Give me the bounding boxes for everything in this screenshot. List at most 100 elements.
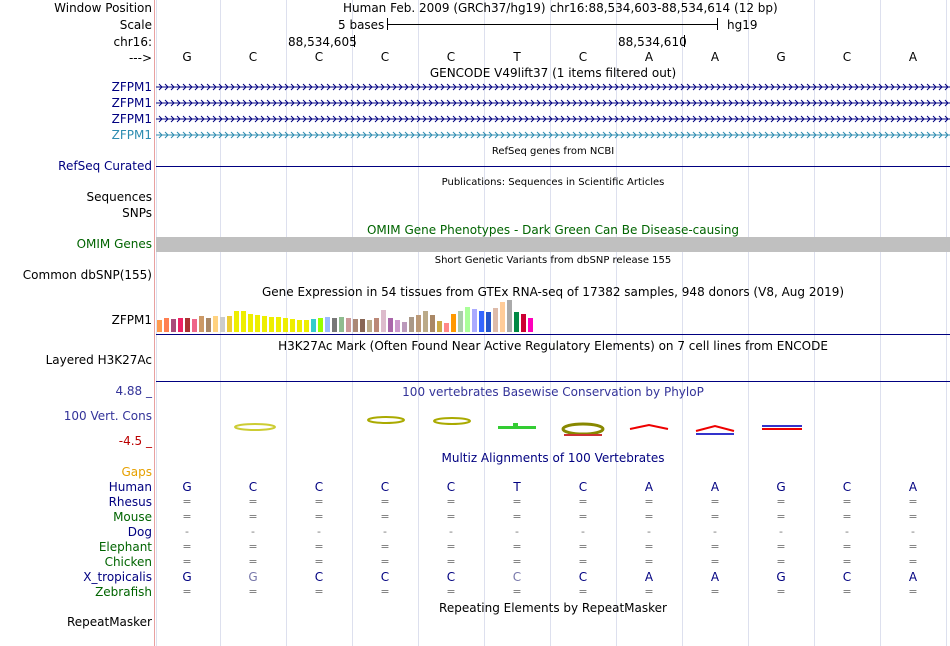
gtex-bar-8[interactable]	[213, 316, 218, 332]
gtex-bar-11[interactable]	[234, 311, 239, 332]
repeatmasker-track-label[interactable]: RepeatMasker	[66, 615, 152, 629]
multiz-species-label-elephant[interactable]: Elephant	[98, 540, 152, 554]
gtex-bar-46[interactable]	[479, 311, 484, 332]
multiz-chicken-base-2: =	[314, 555, 324, 568]
gtex-track-title[interactable]: Gene Expression in 54 tissues from GTEx …	[261, 285, 845, 299]
gtex-bar-27[interactable]	[346, 318, 351, 332]
gtex-bar-48[interactable]	[493, 308, 498, 332]
gtex-bar-10[interactable]	[227, 316, 232, 332]
gtex-bar-28[interactable]	[353, 319, 358, 332]
gtex-bar-26[interactable]	[339, 317, 344, 332]
gtex-track-label[interactable]: ZFPM1	[111, 313, 152, 327]
gtex-bar-40[interactable]	[437, 321, 442, 332]
gencode-track-label-1[interactable]: ZFPM1	[111, 80, 152, 94]
gtex-bar-52[interactable]	[521, 314, 526, 332]
gencode-track-label-2[interactable]: ZFPM1	[111, 96, 152, 110]
gtex-bar-35[interactable]	[402, 322, 407, 332]
gencode-track-label-4[interactable]: ZFPM1	[111, 128, 152, 142]
gtex-bar-30[interactable]	[367, 320, 372, 332]
multiz-species-label-zebrafish[interactable]: Zebrafish	[95, 585, 152, 599]
gtex-bar-33[interactable]	[388, 318, 393, 332]
gtex-bar-49[interactable]	[500, 302, 505, 332]
multiz-rhesus-base-1: =	[248, 495, 258, 508]
gtex-bar-37[interactable]	[416, 315, 421, 332]
gtex-bar-44[interactable]	[465, 307, 470, 332]
omim-track-label[interactable]: OMIM Genes	[76, 237, 152, 251]
gtex-bar-15[interactable]	[262, 316, 267, 332]
gtex-bar-51[interactable]	[514, 312, 519, 332]
gtex-bar-6[interactable]	[199, 316, 204, 332]
gtex-bar-1[interactable]	[164, 318, 169, 332]
multiz-track-title[interactable]: Multiz Alignments of 100 Vertebrates	[441, 451, 665, 465]
phylop-track-label[interactable]: 100 Vert. Cons	[63, 409, 152, 423]
multiz-elephant-base-1: =	[248, 540, 258, 553]
gtex-bar-4[interactable]	[185, 318, 190, 332]
gencode-track-label-3[interactable]: ZFPM1	[111, 112, 152, 126]
gtex-bar-20[interactable]	[297, 320, 302, 332]
gtex-bar-36[interactable]	[409, 317, 414, 332]
gtex-bar-41[interactable]	[444, 323, 449, 332]
publications-snps-label[interactable]: SNPs	[122, 206, 152, 220]
gtex-bar-3[interactable]	[178, 318, 183, 332]
publications-track-title[interactable]: Publications: Sequences in Scientific Ar…	[441, 177, 665, 188]
gtex-bar-42[interactable]	[451, 314, 456, 332]
refseq-track-title[interactable]: RefSeq genes from NCBI	[491, 146, 615, 157]
gencode-track-title[interactable]: GENCODE V49lift37 (1 items filtered out)	[429, 66, 677, 80]
multiz-species-label-mouse[interactable]: Mouse	[113, 510, 152, 524]
gtex-bar-47[interactable]	[486, 312, 491, 332]
gtex-bar-34[interactable]	[395, 320, 400, 332]
gtex-bar-14[interactable]	[255, 315, 260, 332]
gtex-bar-45[interactable]	[472, 309, 477, 332]
omim-feature-bar[interactable]	[156, 237, 950, 252]
multiz-species-label-chicken[interactable]: Chicken	[104, 555, 152, 569]
multiz-mouse-base-9: =	[776, 510, 786, 523]
gtex-bar-19[interactable]	[290, 319, 295, 332]
phylop-track-title[interactable]: 100 vertebrates Basewise Conservation by…	[402, 385, 704, 399]
refseq-track-label[interactable]: RefSeq Curated	[58, 159, 152, 173]
gtex-bar-12[interactable]	[241, 311, 246, 332]
gtex-bar-32[interactable]	[381, 310, 386, 332]
repeatmasker-track-title[interactable]: Repeating Elements by RepeatMasker	[439, 601, 667, 615]
gtex-bar-21[interactable]	[304, 320, 309, 332]
gtex-bar-43[interactable]	[458, 311, 463, 332]
gtex-bar-23[interactable]	[318, 318, 323, 332]
omim-track-title[interactable]: OMIM Gene Phenotypes - Dark Green Can Be…	[366, 223, 740, 237]
gtex-bar-31[interactable]	[374, 318, 379, 332]
publications-sequences-label[interactable]: Sequences	[86, 190, 152, 204]
gtex-bar-0[interactable]	[157, 320, 162, 332]
gtex-bar-5[interactable]	[192, 319, 197, 332]
gtex-bar-39[interactable]	[430, 315, 435, 332]
gtex-bar-22[interactable]	[311, 319, 316, 332]
dbsnp-track-title[interactable]: Short Genetic Variants from dbSNP releas…	[434, 255, 672, 266]
gtex-bar-18[interactable]	[283, 318, 288, 332]
dbsnp-track-label[interactable]: Common dbSNP(155)	[22, 268, 152, 282]
gencode-gene-models[interactable]	[156, 80, 950, 144]
multiz-gaps-label[interactable]: Gaps	[121, 465, 152, 479]
phylop-logos[interactable]	[156, 412, 950, 442]
gtex-bar-16[interactable]	[269, 317, 274, 332]
multiz-x_tropicalis-base-2: C	[314, 570, 324, 584]
multiz-species-label-human[interactable]: Human	[108, 480, 152, 494]
gtex-bar-13[interactable]	[248, 314, 253, 332]
h3k27ac-track-label[interactable]: Layered H3K27Ac	[45, 353, 152, 367]
gtex-bar-17[interactable]	[276, 317, 281, 332]
multiz-species-label-dog[interactable]: Dog	[127, 525, 152, 539]
gtex-bar-24[interactable]	[325, 317, 330, 332]
h3k27ac-track-title[interactable]: H3K27Ac Mark (Often Found Near Active Re…	[278, 339, 828, 353]
base-3: C	[380, 50, 390, 64]
gtex-bar-7[interactable]	[206, 318, 211, 332]
gtex-bar-9[interactable]	[220, 317, 225, 332]
gtex-bar-2[interactable]	[171, 319, 176, 332]
phylop-logo-a2	[695, 424, 735, 432]
gtex-bar-29[interactable]	[360, 319, 365, 332]
multiz-species-label-x_tropicalis[interactable]: X_tropicalis	[83, 570, 152, 584]
gtex-bar-53[interactable]	[528, 318, 533, 332]
gtex-bar-38[interactable]	[423, 311, 428, 332]
gtex-bar-50[interactable]	[507, 300, 512, 332]
multiz-species-label-rhesus[interactable]: Rhesus	[108, 495, 152, 509]
gtex-bar-25[interactable]	[332, 318, 337, 332]
multiz-dog-base-6: -	[581, 525, 585, 538]
scale-bar-left-tick	[387, 18, 388, 30]
multiz-zebrafish-base-9: =	[776, 585, 786, 598]
